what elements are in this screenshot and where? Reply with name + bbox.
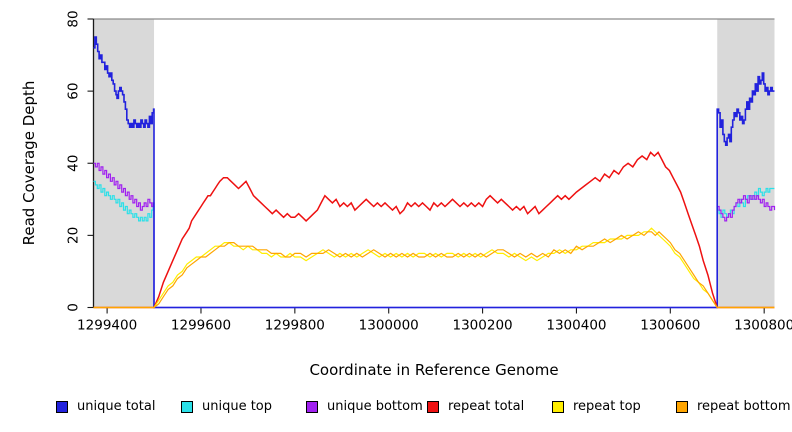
- legend-label: repeat top: [573, 399, 641, 414]
- series-line-unique-top: [93, 180, 775, 309]
- y-axis-label: Read Coverage Depth: [20, 80, 38, 246]
- legend-swatch-icon: [56, 401, 68, 413]
- legend-swatch-icon: [306, 401, 318, 413]
- x-axis-label: Coordinate in Reference Genome: [309, 361, 559, 379]
- legend-label: unique bottom: [327, 399, 423, 414]
- legend-label: unique top: [202, 399, 273, 414]
- series-line-repeat-bottom: [93, 230, 775, 309]
- series-line-repeat-top: [93, 227, 775, 309]
- legend: unique total unique top unique bottom repea…: [0, 399, 792, 417]
- legend-swatch-icon: [676, 401, 688, 413]
- series-line-repeat-total: [93, 151, 775, 309]
- legend-label: unique total: [77, 399, 156, 414]
- x-tick-label: 1300800: [734, 318, 792, 334]
- legend-item-repeat-bottom: repeat bottom: [676, 399, 791, 415]
- series-line-unique-bottom: [93, 162, 776, 309]
- shaded-region: [717, 19, 775, 308]
- y-tick-label: 40: [66, 155, 82, 172]
- x-tick-label: 1299600: [171, 318, 231, 334]
- legend-item-unique-top: unique top: [181, 399, 272, 415]
- y-tick-label: 60: [66, 83, 82, 100]
- legend-swatch-icon: [427, 401, 439, 413]
- legend-item-repeat-total: repeat total: [427, 399, 524, 415]
- x-tick-label: 1299800: [265, 318, 325, 334]
- x-tick-label: 1300600: [640, 318, 700, 334]
- legend-item-unique-total: unique total: [56, 399, 155, 415]
- x-tick-label: 1299400: [77, 318, 137, 334]
- legend-swatch-icon: [552, 401, 564, 413]
- y-tick-label: 0: [66, 303, 82, 312]
- x-tick-label: 1300000: [359, 318, 419, 334]
- y-tick-label: 20: [66, 227, 82, 244]
- legend-item-unique-bottom: unique bottom: [306, 399, 423, 415]
- legend-label: repeat total: [448, 399, 525, 414]
- legend-item-repeat-top: repeat top: [552, 399, 641, 415]
- x-tick-label: 1300400: [546, 318, 606, 334]
- legend-swatch-icon: [181, 401, 193, 413]
- y-tick-label: 80: [66, 10, 82, 27]
- series-line-unique-total: [93, 36, 775, 309]
- shaded-region: [93, 19, 155, 308]
- legend-label: repeat bottom: [697, 399, 791, 414]
- x-tick-label: 1300200: [453, 318, 513, 334]
